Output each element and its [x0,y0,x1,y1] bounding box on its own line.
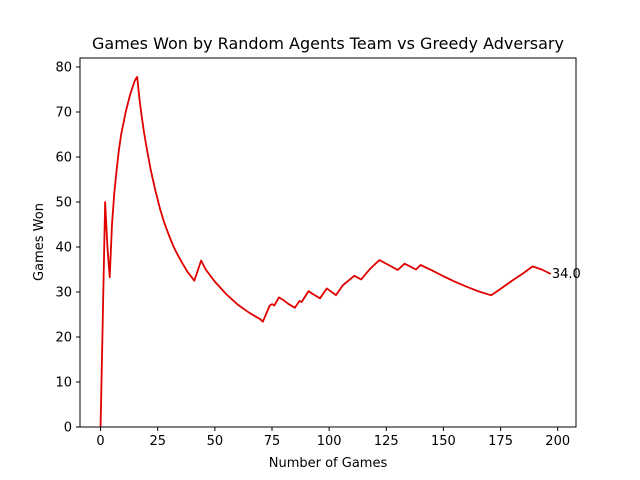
data-annotation: 34.0 [552,267,581,282]
x-tick-label: 0 [96,434,104,449]
x-tick-label: 75 [264,434,281,449]
y-tick-label: 60 [55,151,72,166]
plot-area: 0 25 50 75 100 125 150 175 200 0 10 20 30 40 50 60 70 80 3… [55,57,581,449]
y-tick-label: 50 [55,196,72,211]
y-tick-label: 70 [55,106,72,121]
x-axis-label: Number of Games [269,456,388,471]
x-tick-label: 25 [149,434,166,449]
plot-frame [79,57,577,428]
y-tick-label: 40 [55,241,72,256]
y-tick-label: 30 [55,286,72,301]
x-tick-label: 100 [317,434,342,449]
x-tick-label: 175 [488,434,513,449]
x-tick-label: 150 [431,434,456,449]
y-axis-label: Games Won [32,203,47,281]
chart-title: Games Won by Random Agents Team vs Greed… [92,34,564,53]
y-tick-label: 10 [55,376,72,391]
x-tick-label: 125 [374,434,399,449]
y-tick-label: 0 [64,421,72,436]
series-line-0 [99,76,552,428]
y-tick-label: 20 [55,331,72,346]
x-tick-label: 50 [207,434,224,449]
y-tick-label: 80 [55,61,72,76]
x-tick-label: 200 [545,434,570,449]
